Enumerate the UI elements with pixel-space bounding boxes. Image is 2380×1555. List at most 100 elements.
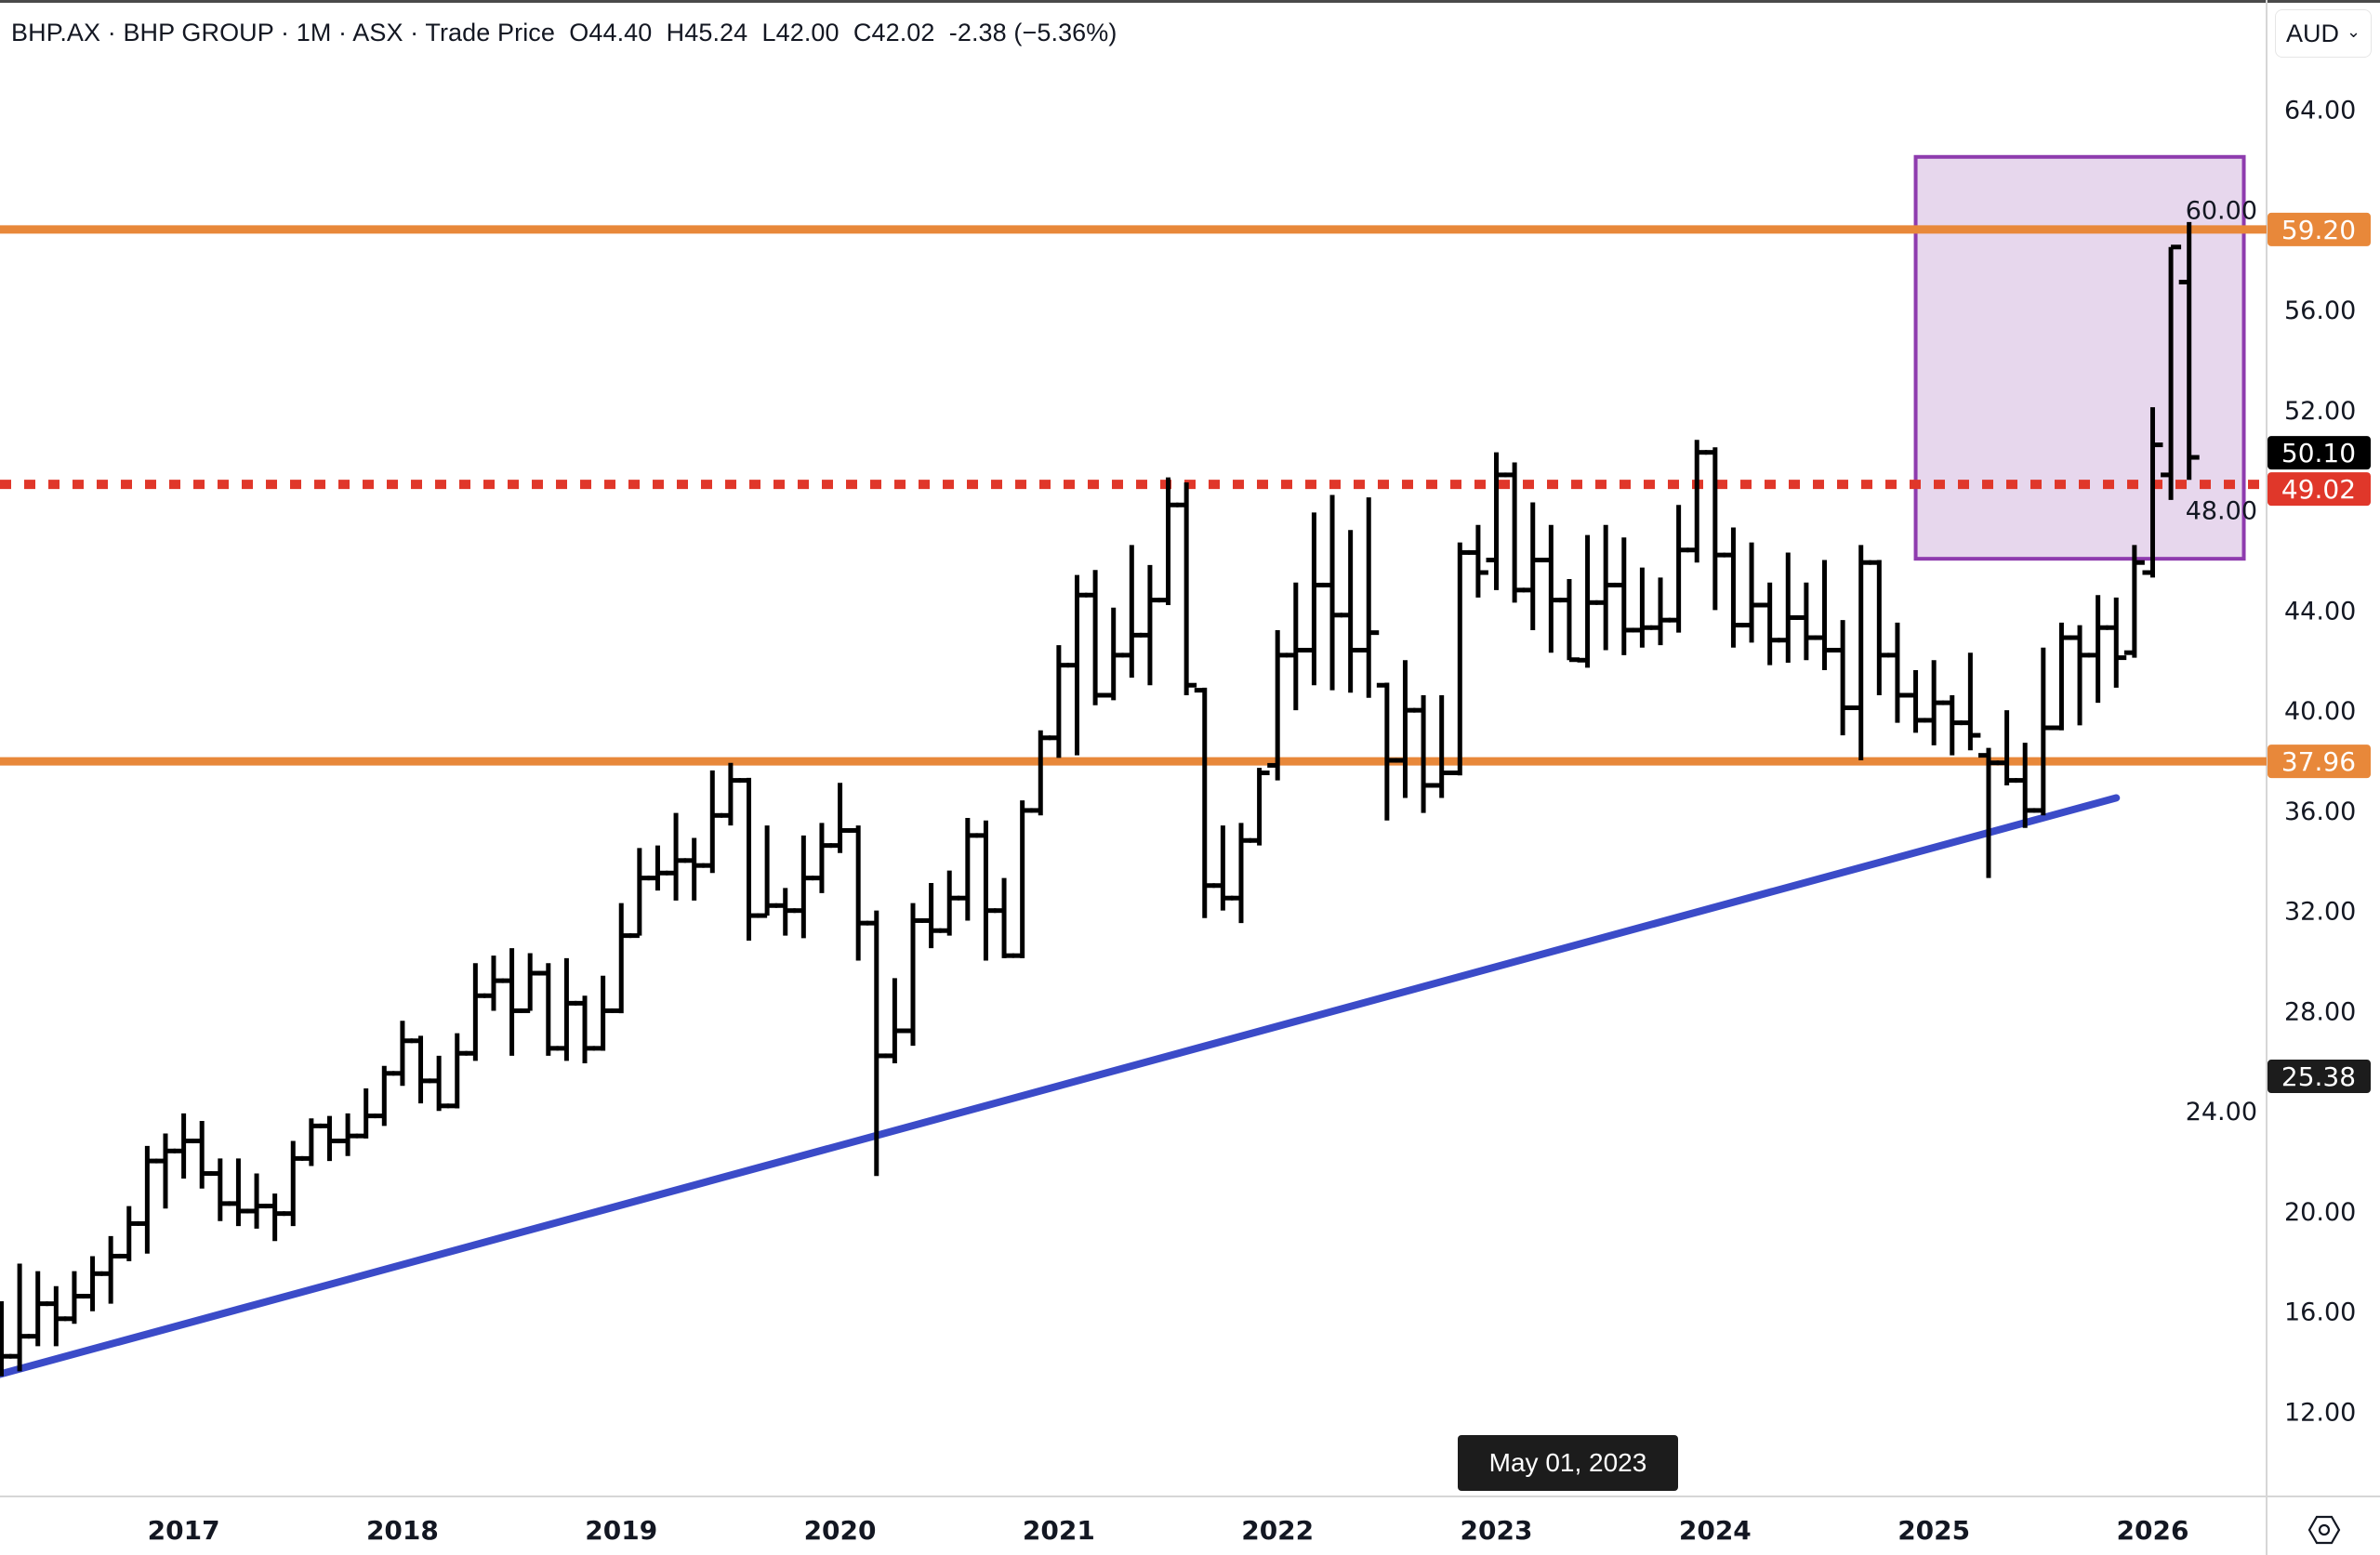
price-bar: [1650, 577, 1672, 646]
price-bar: [1103, 607, 1124, 701]
price-tick-label: 48.00: [2186, 497, 2257, 526]
price-bar: [2015, 743, 2036, 828]
price-bar: [2142, 407, 2163, 578]
price-bar: [429, 1055, 450, 1112]
year-tick-label: 2019: [585, 1515, 657, 1546]
year-tick-label: 2017: [148, 1515, 220, 1546]
price-bar: [647, 845, 668, 891]
price-bar: [82, 1256, 103, 1311]
price-labels: 59.20 50.10 49.02 37.96 25.38: [2268, 212, 2371, 1094]
price-bar: [209, 1158, 231, 1221]
price-bar: [957, 818, 978, 921]
crosshair-date-label: May 01, 2023: [1458, 1435, 1678, 1491]
price-bar: [1048, 645, 1069, 758]
price-bar: [118, 1206, 139, 1261]
price-bar: [0, 1300, 12, 1377]
price-bar: [1285, 582, 1306, 711]
price-bar: [2051, 622, 2072, 731]
price-label-box: [2268, 472, 2371, 507]
price-bar: [1704, 447, 1726, 611]
price-bar: [1977, 747, 1999, 878]
high-value: H45.24: [666, 19, 748, 46]
price-tick-label: 60.00: [2186, 196, 2257, 225]
price-label-text: 25.38: [2281, 1061, 2356, 1092]
price-bar: [465, 963, 486, 1061]
price-axis-separator: [2266, 0, 2268, 1555]
price-bar: [2178, 221, 2200, 481]
price-bar: [2123, 545, 2145, 658]
close-value: C42.02: [853, 19, 935, 46]
price-bar: [1723, 527, 1744, 648]
price-bar: [1376, 682, 1397, 821]
price-bar: [774, 888, 796, 936]
price-bar: [1522, 502, 1543, 630]
price-bar: [1832, 620, 1854, 736]
price-bar: [1358, 497, 1380, 698]
price-bar: [283, 1140, 304, 1227]
price-tick-label: 52.00: [2284, 397, 2356, 426]
price-label-box: [2268, 745, 2371, 779]
price-bar: [556, 957, 577, 1061]
price-bar: [575, 995, 596, 1064]
price-tick-label: 36.00: [2284, 797, 2356, 826]
price-bar: [154, 1133, 176, 1209]
price-bar: [1395, 660, 1416, 798]
price-bar: [1759, 582, 1780, 665]
price-bar: [1322, 494, 1343, 691]
price-bar: [1303, 512, 1325, 686]
price-bar: [628, 848, 650, 939]
price-bar: [1668, 505, 1689, 633]
price-label-box: [2268, 1060, 2371, 1094]
price-tick-label: 24.00: [2186, 1098, 2257, 1127]
price-bar: [848, 825, 869, 961]
price-bar: [829, 783, 851, 853]
separator: ·: [100, 19, 124, 46]
top-border: [0, 0, 2380, 3]
price-bar: [319, 1115, 340, 1162]
price-tick-label: 28.00: [2284, 997, 2356, 1026]
price-bar: [2106, 597, 2127, 688]
price-bar: [9, 1263, 31, 1372]
price-tick-label: 56.00: [2284, 297, 2356, 325]
separator: ·: [273, 19, 297, 46]
chevron-down-icon: ⌄: [2346, 21, 2361, 41]
price-bar: [1157, 477, 1179, 606]
horizontal-levels[interactable]: [0, 225, 2267, 766]
price-bar: [1012, 800, 1033, 958]
price-label-text: 50.10: [2281, 438, 2356, 468]
year-tick-label: 2022: [1241, 1515, 1314, 1546]
symbol-legend: BHP.AX · BHP GROUP · 1M · ASX · Trade Pr…: [11, 19, 1117, 47]
price-bar: [300, 1118, 322, 1166]
price-bar: [1632, 567, 1653, 648]
year-tick-label: 2020: [804, 1515, 877, 1546]
interval[interactable]: 1M: [296, 19, 332, 46]
trendline-drawing[interactable]: [0, 794, 2121, 1378]
price-bar: [2161, 244, 2182, 500]
price-bar: [1996, 710, 2017, 785]
price-bar: [1686, 440, 1708, 563]
price-tick-label: 40.00: [2284, 697, 2356, 726]
price-bar: [228, 1158, 249, 1227]
symbol[interactable]: BHP.AX: [11, 19, 101, 46]
currency-button[interactable]: AUD ⌄: [2275, 9, 2372, 58]
price-bar: [994, 877, 1015, 958]
price-bar: [1212, 825, 1234, 911]
price-bar: [793, 835, 814, 939]
price-bar: [1941, 694, 1963, 756]
price-bar: [374, 1065, 395, 1127]
time-axis-ticks: 2017 2018 2019 2020 2021 2022 2023 2024 2025 2026: [148, 1515, 2189, 1546]
year-tick-label: 2025: [1897, 1515, 1970, 1546]
price-bar: [1139, 564, 1160, 686]
price-bar: [100, 1235, 122, 1304]
price-source: Trade Price: [425, 19, 556, 46]
price-bar: [884, 978, 906, 1064]
price-label-box: [2268, 212, 2371, 246]
price-bar: [173, 1113, 194, 1179]
gear-icon[interactable]: [2307, 1513, 2341, 1547]
price-bar: [264, 1193, 285, 1242]
price-bar: [446, 1033, 468, 1109]
price-bar: [1778, 552, 1799, 663]
price-bar: [520, 953, 541, 1013]
price-bar: [757, 825, 778, 918]
